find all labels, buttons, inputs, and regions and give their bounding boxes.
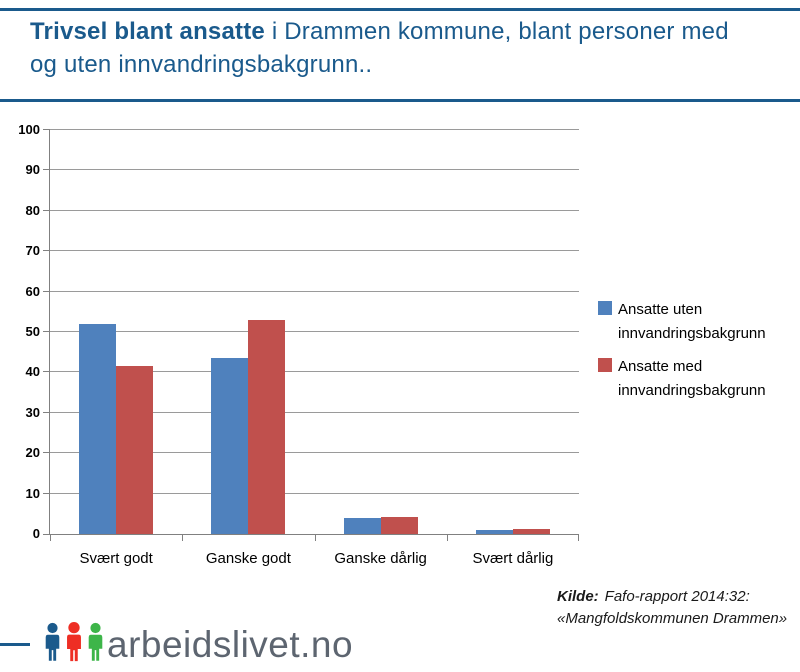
chart-title-bold: Trivsel blant ansatte <box>30 18 265 45</box>
logo-dash-line <box>0 643 30 646</box>
gridline <box>50 452 579 454</box>
chart-title: Trivsel blant ansatte i Drammen kommune,… <box>30 15 760 81</box>
person-icon-green <box>88 622 103 661</box>
y-axis-tick <box>43 452 50 454</box>
people-icons <box>44 622 104 662</box>
gridline <box>50 371 579 373</box>
gridline <box>50 169 579 171</box>
gridline <box>50 209 579 211</box>
y-axis-label: 70 <box>25 243 40 259</box>
y-axis-tick <box>43 209 50 211</box>
logo-text: arbeidslivet.no <box>107 624 354 665</box>
source-line-2: «Mangfoldskommunen Drammen» <box>557 610 788 627</box>
legend-label-uten: Ansatte uten innvandringsbakgrunn <box>618 301 766 342</box>
top-border-line <box>0 8 800 11</box>
chart-title-rest: i Drammen kommune, blant personer med og… <box>30 18 729 78</box>
y-axis-label: 20 <box>25 445 40 461</box>
person-icon-red <box>67 622 81 662</box>
y-axis-label: 50 <box>25 324 40 339</box>
source-citation: Kilde: Fafo-rapport 2014:32: «Mangfoldsko… <box>557 586 795 630</box>
gridline <box>50 492 579 494</box>
x-axis-label: Svært dårlig <box>472 550 554 567</box>
gridline <box>50 290 579 292</box>
y-axis-label: 10 <box>25 485 40 501</box>
header-divider-line <box>0 99 800 102</box>
legend-entry-med: Ansatte med innvandringsbakgrunn <box>598 355 798 403</box>
bar-med <box>116 366 154 534</box>
y-axis-tick <box>43 129 50 130</box>
x-axis-tick <box>314 534 316 541</box>
source-line-1: Kilde: Fafo-rapport 2014:32: <box>557 586 795 608</box>
person-icon-blue <box>45 622 60 661</box>
y-axis-label: 60 <box>25 283 40 299</box>
y-axis-label: 100 <box>18 122 40 137</box>
legend-label-med: Ansatte med innvandringsbakgrunn <box>618 358 766 399</box>
y-axis-label: 40 <box>25 364 40 380</box>
gridline <box>50 411 579 413</box>
y-axis-label: 0 <box>32 526 40 541</box>
legend-entry-uten: Ansatte uten innvandringsbakgrunn <box>598 298 798 346</box>
x-axis-label: Svært godt <box>79 550 153 567</box>
y-axis-tick <box>43 534 50 535</box>
y-axis-tick <box>43 371 50 373</box>
y-axis-tick <box>43 250 50 252</box>
x-axis-tick <box>578 534 579 541</box>
legend-swatch-blue <box>598 301 612 315</box>
gridline <box>50 250 579 252</box>
x-axis-tick <box>182 534 184 541</box>
bar-chart-plot-area: 0 10 20 30 40 50 60 70 80 90 100 Svært godt Ganske g… <box>18 122 579 567</box>
bar-uten <box>343 517 381 534</box>
bar-uten <box>79 323 117 534</box>
y-axis-tick <box>43 331 50 332</box>
bar-uten <box>475 529 513 534</box>
source-label: Kilde: <box>557 588 599 605</box>
bar-med <box>248 319 286 534</box>
x-axis-tick <box>50 534 51 541</box>
y-axis-tick <box>43 492 50 494</box>
gridline <box>50 331 579 332</box>
bar-med <box>512 529 550 534</box>
source-ref: Fafo-rapport 2014:32: <box>604 588 750 605</box>
chart-legend: Ansatte uten innvandringsbakgrunn Ansatt… <box>598 298 798 412</box>
x-axis-label: Ganske dårlig <box>334 550 427 567</box>
bar-uten <box>211 358 249 534</box>
legend-swatch-red <box>598 358 612 372</box>
y-axis-label: 90 <box>25 162 40 178</box>
x-axis-label: Ganske godt <box>205 550 291 567</box>
y-axis-label: 30 <box>25 404 40 420</box>
bar-med <box>380 516 418 534</box>
x-axis-tick <box>446 534 448 541</box>
y-axis-tick <box>43 169 50 171</box>
y-axis-label: 80 <box>25 202 40 218</box>
gridline <box>50 129 579 130</box>
y-axis-tick <box>43 290 50 292</box>
y-axis-tick <box>43 411 50 413</box>
